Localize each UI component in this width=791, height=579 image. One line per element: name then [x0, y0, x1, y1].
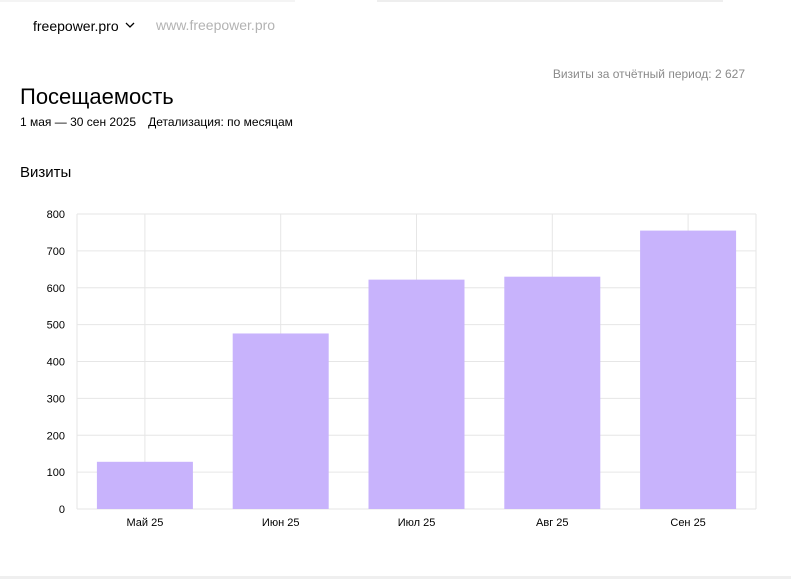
- y-tick-label: 100: [47, 467, 65, 479]
- y-tick-label: 800: [47, 209, 65, 221]
- top-divider: [377, 0, 723, 2]
- y-tick-label: 0: [59, 504, 65, 516]
- site-selector[interactable]: freepower.pro: [33, 16, 136, 36]
- bar: [232, 333, 329, 509]
- y-tick-label: 700: [47, 246, 65, 258]
- x-tick-label: Сен 25: [670, 517, 705, 529]
- bar: [504, 276, 601, 509]
- x-tick-label: Июл 25: [398, 517, 436, 529]
- y-tick-label: 200: [47, 430, 65, 442]
- bar: [368, 279, 465, 509]
- bottom-divider: [0, 576, 791, 579]
- y-tick-label: 300: [47, 393, 65, 405]
- top-divider: [0, 0, 295, 2]
- x-tick-label: Июн 25: [262, 517, 300, 529]
- bar: [640, 230, 737, 509]
- period-row: 1 мая — 30 сен 2025 Детализация: по меся…: [20, 115, 293, 129]
- page-title: Посещаемость: [20, 83, 174, 109]
- y-tick-label: 400: [47, 357, 65, 369]
- date-range[interactable]: 1 мая — 30 сен 2025: [20, 115, 137, 129]
- bar: [96, 461, 193, 509]
- x-tick-label: Авг 25: [536, 517, 568, 529]
- chart-section-title: Визиты: [20, 164, 72, 181]
- y-tick-label: 600: [47, 283, 65, 295]
- chevron-down-icon: [125, 22, 135, 28]
- detail-level[interactable]: Детализация: по месяцам: [148, 115, 293, 129]
- site-name: freepower.pro: [33, 18, 119, 34]
- site-url-link[interactable]: www.freepower.pro: [156, 17, 276, 33]
- x-tick-label: Май 25: [126, 517, 163, 529]
- bar-chart: 0 100 200 300 400 500 600 700 800 Май 25 Июн 25 Июл…: [0, 200, 791, 540]
- y-tick-label: 500: [47, 320, 65, 332]
- visits-summary: Визиты за отчётный период: 2 627: [552, 67, 745, 81]
- chart-svg: 0 100 200 300 400 500 600 700 800 Май 25 Июн 25 Июл…: [47, 209, 757, 529]
